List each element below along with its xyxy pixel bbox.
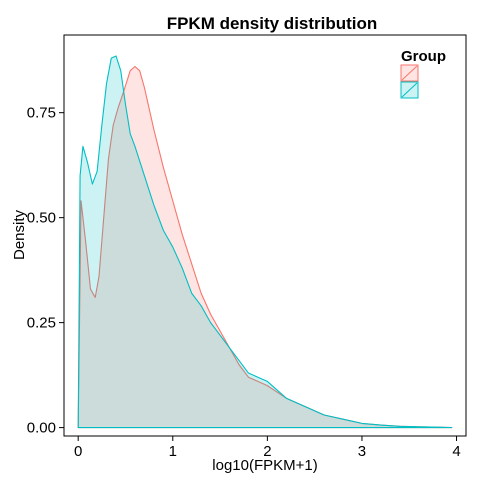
x-axis: 0 1 2 3 4 <box>74 436 461 460</box>
x-tick-label: 1 <box>169 443 177 460</box>
x-tick-label: 2 <box>263 443 271 460</box>
y-axis-title: Density <box>11 209 28 260</box>
y-tick-label: 0.25 <box>27 315 56 332</box>
legend-key-slash-1 <box>401 82 418 98</box>
x-axis-title: log10(FPKM+1) <box>212 457 317 474</box>
legend-key-slash-0 <box>401 65 418 81</box>
y-tick-label: 0.75 <box>27 105 56 122</box>
legend-title: Group <box>401 48 446 65</box>
x-tick-label: 3 <box>358 443 366 460</box>
x-tick-label: 0 <box>74 443 82 460</box>
y-tick-label: 0.50 <box>27 210 56 227</box>
legend-keys <box>400 64 419 99</box>
series-layer <box>77 55 453 429</box>
density-area-1 <box>77 55 453 429</box>
x-tick-label: 4 <box>452 443 460 460</box>
y-axis: 0.00 0.25 0.50 0.75 <box>27 105 64 437</box>
plot-panel-border <box>63 34 467 437</box>
y-tick-label: 0.00 <box>27 420 56 437</box>
legend: Group <box>400 48 446 99</box>
chart-title: FPKM density distribution <box>167 14 378 33</box>
